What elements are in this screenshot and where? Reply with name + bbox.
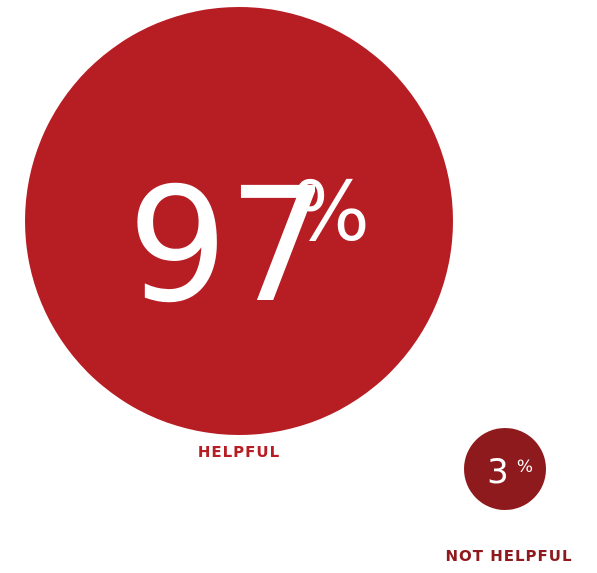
not-helpful-value: 3 — [487, 452, 509, 492]
helpful-unit: % — [292, 165, 370, 260]
bubble-not-helpful: 3 % NOT HELPFUL — [445, 428, 572, 565]
not-helpful-circle — [464, 428, 546, 510]
helpful-label: HELPFUL — [198, 443, 280, 461]
not-helpful-label: NOT HELPFUL — [445, 547, 572, 565]
helpful-value: 97 — [127, 154, 328, 338]
not-helpful-unit: % — [517, 457, 533, 477]
bubble-helpful: 97 % HELPFUL — [25, 7, 453, 461]
helpful-circle — [25, 7, 453, 435]
